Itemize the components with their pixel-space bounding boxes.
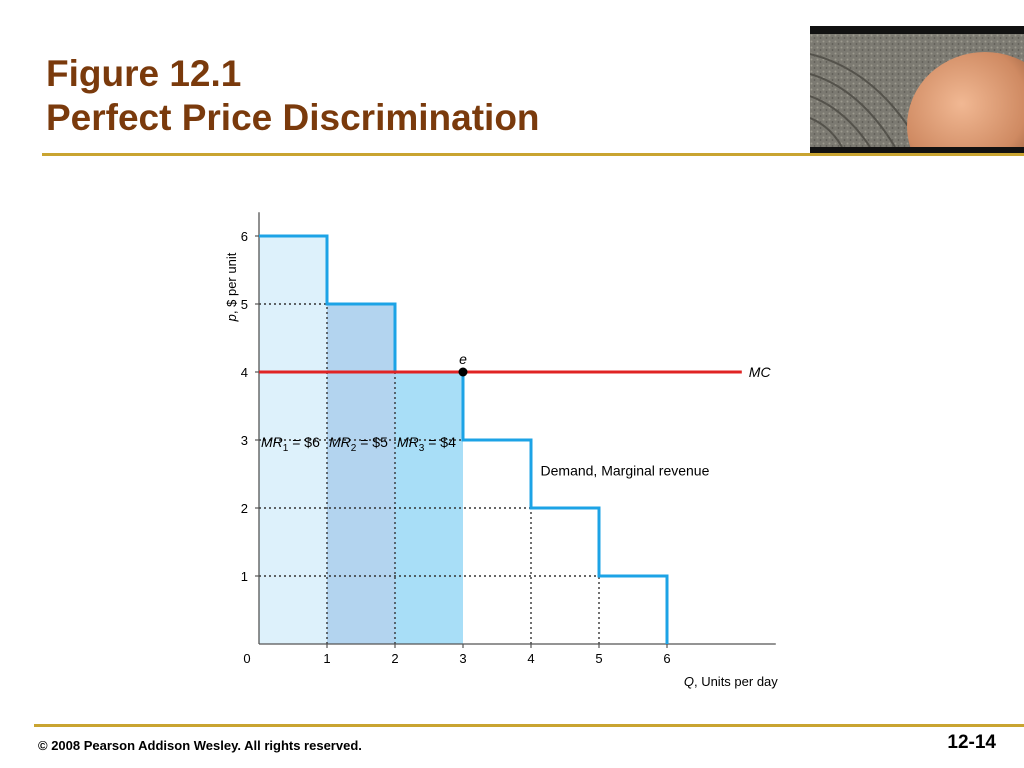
y-tick-label: 5 xyxy=(241,297,248,312)
y-axis-title: p, $ per unit xyxy=(224,252,239,322)
rock-image xyxy=(810,34,1024,147)
axes xyxy=(258,212,776,645)
mr-area-1 xyxy=(259,236,327,644)
y-tick-label: 6 xyxy=(241,229,248,244)
demand-label: Demand, Marginal revenue xyxy=(541,462,710,478)
figure-number: Figure 12.1 xyxy=(46,53,242,94)
slide-title: Figure 12.1 Perfect Price Discrimination xyxy=(46,52,540,140)
title-divider xyxy=(42,153,1024,156)
mr-area-label-3: MR3 = $4 xyxy=(397,434,456,454)
demand-step-line xyxy=(259,234,669,644)
mr-area-label-1: MR1 = $6 xyxy=(261,434,320,454)
y-tick-label: 3 xyxy=(241,433,248,448)
slide-number: 12-14 xyxy=(947,732,996,753)
equilibrium-point xyxy=(458,367,468,377)
y-tick-label: 2 xyxy=(241,501,248,516)
y-tick-label: 1 xyxy=(241,569,248,584)
equilibrium-label: e xyxy=(459,351,467,367)
mr-area-label-2: MR2 = $5 xyxy=(329,434,388,454)
x-axis-title: Q, Units per day xyxy=(684,674,778,689)
x-tick-label: 1 xyxy=(323,651,330,666)
footer-divider xyxy=(34,724,1024,727)
figure-title: Perfect Price Discrimination xyxy=(46,97,540,138)
x-tick-label: 3 xyxy=(459,651,466,666)
guide-lines xyxy=(259,303,667,644)
series-lines xyxy=(259,234,742,644)
copyright-notice: © 2008 Pearson Addison Wesley. All right… xyxy=(38,738,362,753)
mr-area-3 xyxy=(395,372,463,644)
decorative-rock-photo xyxy=(810,26,1024,153)
x-tick-label: 2 xyxy=(391,651,398,666)
mc-label: MC xyxy=(749,364,772,380)
y-tick-label: 4 xyxy=(241,365,248,380)
mr-area-2 xyxy=(327,304,395,644)
x-tick-label: 5 xyxy=(595,651,602,666)
x-tick-label: 0 xyxy=(243,651,250,666)
chart-labels: MR1 = $6 MR2 = $5 MR3 = $4 e MC Demand, Margi… xyxy=(224,252,778,689)
tick-labels: 1 2 3 4 5 6 0 1 2 3 4 5 6 xyxy=(241,229,671,666)
x-tick-label: 4 xyxy=(527,651,534,666)
x-tick-label: 6 xyxy=(663,651,670,666)
shaded-areas xyxy=(259,236,463,644)
